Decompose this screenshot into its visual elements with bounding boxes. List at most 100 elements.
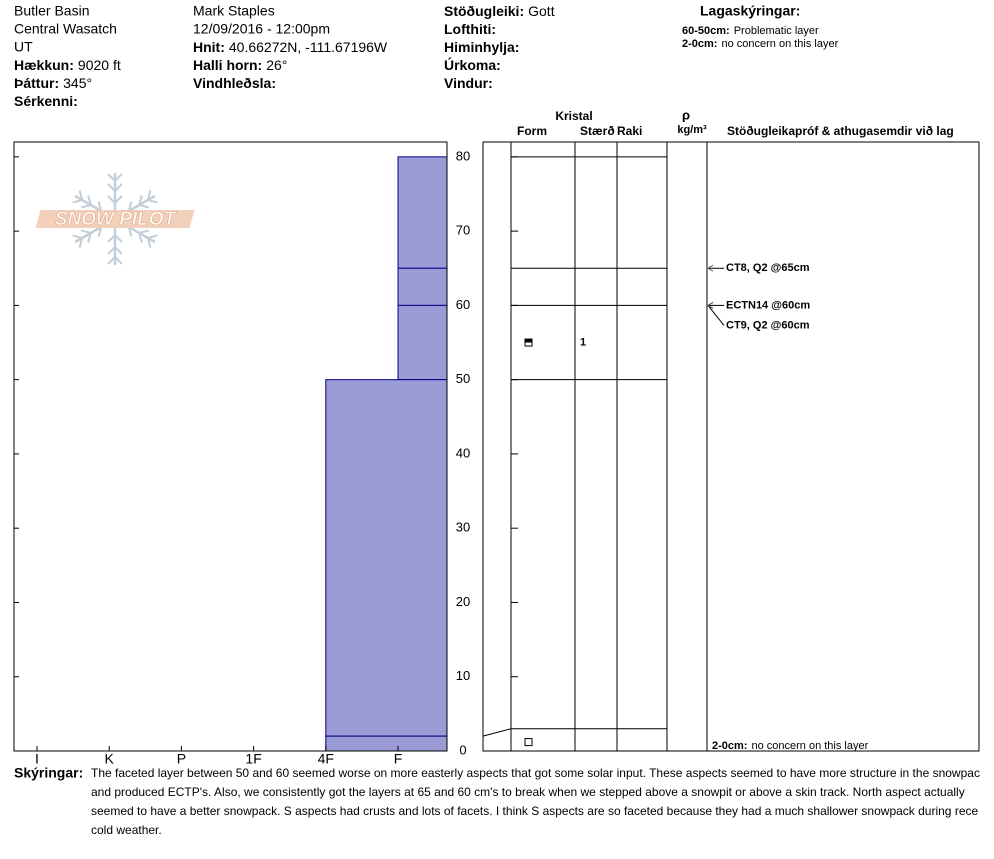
crystal-frame (482, 141, 980, 752)
location-range: Central Wasatch (14, 21, 117, 37)
field-label: Þáttur: (14, 75, 59, 91)
depth-label: 0 (459, 742, 466, 757)
logo-flake (146, 190, 152, 201)
field: Sérkenni: (14, 93, 78, 109)
hardness-label: I (35, 751, 39, 767)
field: Stöðugleiki: Gott (444, 3, 555, 19)
hardness-bar (397, 267, 448, 306)
depth-label: 30 (456, 520, 470, 535)
logo-flake (107, 256, 116, 265)
logo-flake (147, 199, 158, 204)
notes-label: Skýringar: (14, 765, 83, 781)
depth-label: 20 (456, 594, 470, 609)
logo-flake (146, 237, 152, 248)
field: Halli horn: 26° (193, 57, 287, 73)
hardness-label: 4F (318, 751, 334, 767)
logo-flake (114, 234, 123, 243)
logo-flake (107, 173, 116, 182)
logo-flake (107, 195, 116, 204)
depth-label: 60 (456, 297, 470, 312)
field-value: Gott (528, 3, 555, 19)
grain-symbol (524, 738, 533, 747)
location-name: Butler Basin (14, 3, 89, 19)
logo-flake (107, 234, 116, 243)
datetime: 12/09/2016 - 12:00pm (193, 21, 330, 37)
field-label: Himinhylja: (444, 39, 519, 55)
logo-flake (72, 199, 83, 204)
logo-flake (107, 246, 116, 255)
hardness-bar (325, 379, 448, 737)
grain-size: 1 (580, 336, 586, 348)
logo-flake (97, 201, 103, 212)
field-value: no concern on this layer (721, 38, 838, 50)
field: Úrkoma: (444, 56, 501, 73)
crystal-title: Kristal (555, 109, 592, 123)
notes-line: cold weather. (91, 823, 162, 837)
hardness-label: 1F (245, 751, 261, 767)
field: 2-0cm: no concern on this layer (682, 38, 839, 50)
connector (482, 728, 512, 737)
logo-flake (138, 204, 150, 209)
logo-flake (127, 201, 133, 212)
field-value: 345° (63, 75, 92, 91)
observer: Mark Staples (193, 3, 275, 19)
logo-flake (138, 195, 143, 206)
note-label: 2-0cm: (712, 740, 747, 752)
test-text: CT9, Q2 @60cm (726, 319, 810, 331)
comments-header: Stöðugleikapróf & athugasemdir við lag (727, 124, 954, 138)
logo-flake (80, 229, 92, 234)
logo-flake (72, 234, 83, 239)
hardness-label: P (177, 751, 186, 767)
field-label: 60-50cm: (682, 25, 730, 37)
field: Hækkun: 9020 ft (14, 57, 121, 73)
hardness-label: F (394, 751, 403, 767)
density-header: ρ (682, 107, 690, 122)
depth-label: 70 (456, 223, 470, 238)
logo-flake (114, 256, 123, 265)
hardness-bar (397, 304, 448, 381)
field-value: Problematic layer (734, 25, 819, 37)
field: Vindur: (444, 75, 493, 91)
test-text: CT8, Q2 @65cm (726, 262, 810, 274)
legend-title: Lagaskýringar: (700, 3, 800, 19)
logo: SNOW PILOT (35, 173, 195, 265)
field-value: 40.66272N, -111.67196W (229, 39, 388, 55)
field-label: Sérkenni: (14, 93, 78, 109)
field-label: Lofthiti: (444, 21, 496, 37)
notes-line: seemed to have a better snowpack. S aspe… (91, 804, 978, 818)
arrow-head (707, 264, 714, 272)
logo-flake (87, 195, 92, 206)
logo-flake (114, 195, 123, 204)
logo-flake (78, 190, 84, 201)
logo-flake (114, 246, 123, 255)
depth-label: 50 (456, 371, 470, 386)
bottom-note: 2-0cm: no concern on this layer (712, 740, 869, 752)
column-header: Raki (617, 124, 642, 138)
note-text: no concern on this layer (751, 740, 868, 752)
field-label: Halli horn: (193, 57, 262, 73)
field: Þáttur: 345° (14, 75, 92, 91)
hardness-bar (397, 156, 448, 269)
field-label: 2-0cm: (682, 38, 717, 50)
hardness-label: K (105, 751, 115, 767)
field-label: Hækkun: (14, 57, 74, 73)
logo-flake (127, 226, 133, 237)
field-value: 26° (266, 57, 287, 73)
depth-label: 80 (456, 148, 470, 163)
notes-line: The faceted layer between 50 and 60 seem… (91, 766, 980, 780)
logo-flake (114, 183, 123, 192)
field: Himinhylja: (444, 39, 519, 55)
notes-line: and produced ECTP's. Also, we consistent… (91, 785, 965, 799)
logo-flake (80, 204, 92, 209)
logo-flake (138, 229, 150, 234)
logo-flake (138, 232, 143, 243)
graph-frame (13, 141, 448, 752)
test-text: ECTN14 @60cm (726, 299, 810, 311)
field-value: 9020 ft (78, 57, 121, 73)
logo-flake (114, 173, 123, 182)
depth-label: 40 (456, 445, 470, 460)
field-label: Vindur: (444, 75, 493, 91)
logo-flake (147, 234, 158, 239)
field: 60-50cm: Problematic layer (682, 25, 819, 37)
